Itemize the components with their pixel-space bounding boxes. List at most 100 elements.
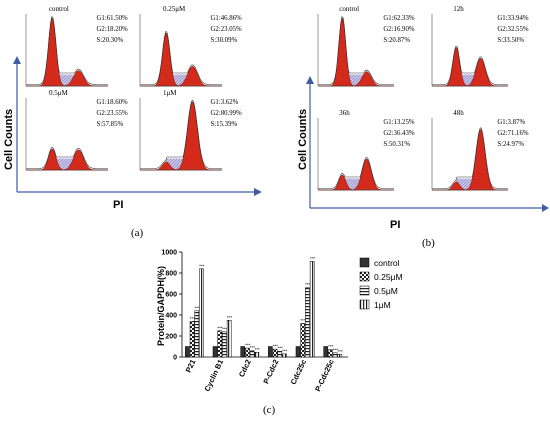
y-tick-label: 1000 xyxy=(161,250,177,257)
significance-label: *** xyxy=(190,316,196,321)
panel-a-y-label: Cell Counts xyxy=(3,109,15,170)
panel-a-x-label: PI xyxy=(113,199,123,211)
bar xyxy=(300,323,306,358)
bar xyxy=(254,352,260,358)
panel-b-x-arrow xyxy=(542,204,549,212)
g2-value: G2:23.55% xyxy=(97,110,128,117)
legend-swatch xyxy=(359,299,370,310)
histogram-outline xyxy=(140,31,222,85)
histogram-outline xyxy=(318,157,394,189)
panel-a-label: (a) xyxy=(131,227,144,239)
s-value: S:15.39% xyxy=(211,121,238,128)
bar xyxy=(194,310,200,358)
histogram-outline xyxy=(432,45,508,85)
bar xyxy=(249,350,255,358)
g1-value: G1:18.60% xyxy=(97,99,128,106)
y-tick-label: 0 xyxy=(173,355,177,362)
significance-label: *** xyxy=(277,346,283,351)
histogram: 48h G1:3.87% G2:71.16% S:24.97% xyxy=(431,109,529,191)
significance-label: *** xyxy=(222,326,228,331)
g1-value: G1:13.25% xyxy=(383,119,414,126)
g2-value: G2:80.99% xyxy=(211,110,242,117)
histogram-title: 0.5μM xyxy=(49,89,69,97)
bar xyxy=(309,261,315,358)
significance-label: *** xyxy=(300,318,306,323)
legend-swatch xyxy=(359,285,370,296)
panel-a-x-arrow xyxy=(254,188,262,196)
panel-a-y-arrow xyxy=(13,56,21,64)
histogram: 12h G1:33.94% G2:32.55% S:33.50% xyxy=(431,5,529,87)
g1-value: G1:61.50% xyxy=(97,15,128,22)
histogram: 0.5μM G1:18.60% G2:23.55% S:57.85% xyxy=(25,89,128,171)
g2-value: G2:36.43% xyxy=(383,130,414,137)
significance-label: *** xyxy=(245,343,251,348)
s-value: S:30.09% xyxy=(211,37,238,44)
panel-a: Cell Counts PI (a) control G1:61.50% G2:18… xyxy=(3,5,262,239)
significance-label: *** xyxy=(199,263,205,268)
g2-value: G2:23.05% xyxy=(211,26,242,33)
s-value: S:33.50% xyxy=(497,37,524,44)
bar xyxy=(189,321,195,358)
g1-value: G1:62.33% xyxy=(383,15,414,22)
x-tick-label: P-Cdc25c xyxy=(313,358,336,393)
histogram: 36h G1:13.25% G2:36.43% S:50.31% xyxy=(317,109,415,191)
histogram-title: control xyxy=(49,5,69,13)
bar xyxy=(277,350,283,358)
g2-value: G2:71.16% xyxy=(497,130,528,137)
bar xyxy=(337,354,343,358)
histogram: control G1:61.50% G2:18.20% S:20.30% xyxy=(25,5,128,87)
chart-y-label: Protein/GAPDH(%) xyxy=(156,266,166,346)
g1-value: G1:46.86% xyxy=(211,15,242,22)
panel-b-label: (b) xyxy=(422,237,435,249)
x-tick-label: P-Cdc2 xyxy=(261,358,280,385)
x-tick-label: Cdc2 xyxy=(237,358,253,378)
s-value: S:20.87% xyxy=(383,37,410,44)
panel-b-x-label: PI xyxy=(390,219,400,231)
histogram-title: 1μM xyxy=(163,89,177,97)
bar xyxy=(240,346,246,358)
bar xyxy=(217,330,223,358)
bar xyxy=(328,349,333,358)
panel-c-label: (c) xyxy=(263,404,276,416)
g2-value: G2:32.55% xyxy=(497,26,528,33)
x-tick-label: P21 xyxy=(184,358,198,374)
s-value: S:24.97% xyxy=(497,141,524,148)
significance-label: *** xyxy=(254,347,260,352)
histogram-title: 36h xyxy=(339,109,350,117)
histogram-outline xyxy=(140,99,222,169)
histogram-outline xyxy=(26,147,108,169)
s-value: S:20.30% xyxy=(97,37,124,44)
legend-swatch xyxy=(359,271,370,282)
panel-c: Protein/GAPDH(%) 02004006008001000******… xyxy=(156,250,403,417)
significance-label: *** xyxy=(194,305,200,310)
significance-label: *** xyxy=(310,256,316,261)
histogram-title: control xyxy=(339,5,359,13)
significance-label: *** xyxy=(337,349,343,354)
legend-label: 0.5μM xyxy=(374,286,398,296)
g2-value: G2:18.20% xyxy=(97,26,128,33)
legend-label: 1μM xyxy=(374,300,391,310)
x-tick-label: Cyclin B1 xyxy=(203,358,226,393)
legend-swatch xyxy=(359,257,370,268)
panel-b-y-label: Cell Counts xyxy=(297,109,309,170)
histogram-outline xyxy=(432,127,508,189)
bar xyxy=(226,320,232,358)
g1-value: G1:3.87% xyxy=(497,119,525,126)
histogram-title: 0.25μM xyxy=(163,5,186,13)
panel-b: Cell Counts PI (b) control G1:62.33% G2:16… xyxy=(297,5,549,249)
bar xyxy=(282,353,287,358)
histogram: 1μM G1:3.62% G2:80.99% S:15.39% xyxy=(139,89,242,171)
bar xyxy=(212,346,218,358)
histogram-title: 48h xyxy=(453,109,464,117)
y-tick-label: 400 xyxy=(165,313,177,320)
x-tick-label: Cdc25c xyxy=(289,358,308,386)
y-tick-label: 200 xyxy=(165,334,177,341)
significance-label: *** xyxy=(305,282,311,287)
significance-label: *** xyxy=(250,345,256,350)
g1-value: G1:33.94% xyxy=(497,15,528,22)
g1-value: G1:3.62% xyxy=(211,99,239,106)
legend-label: control xyxy=(374,258,400,268)
significance-label: *** xyxy=(333,347,339,352)
histogram-title: 12h xyxy=(453,5,464,13)
